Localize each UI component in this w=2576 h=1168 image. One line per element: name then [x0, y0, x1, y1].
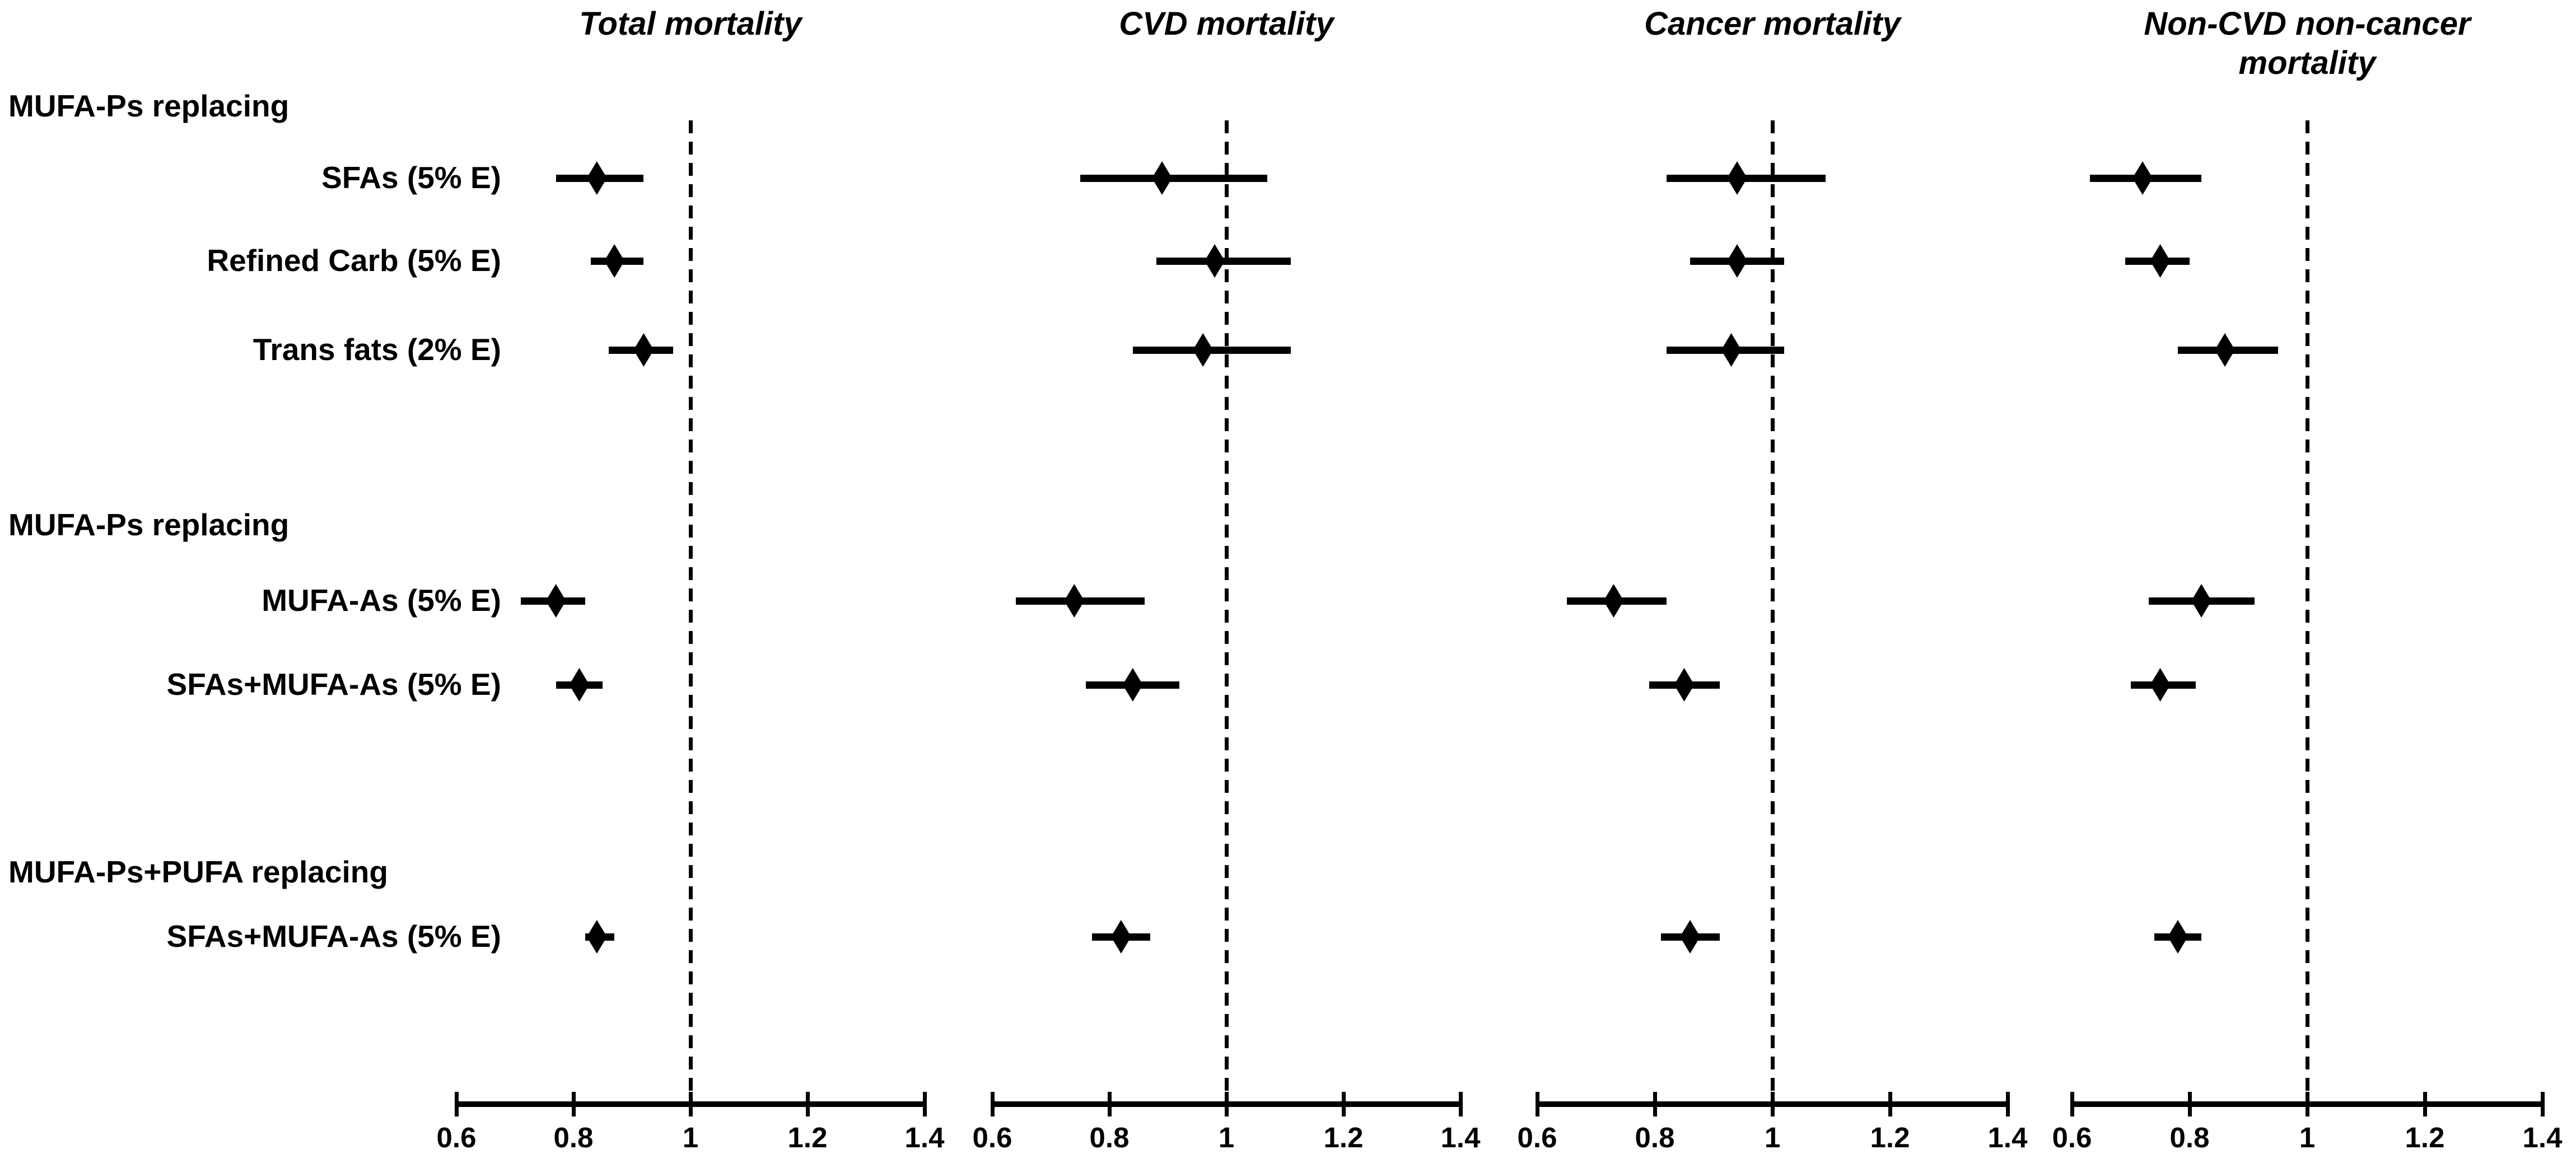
- row-label: SFAs (5% E): [321, 160, 501, 195]
- axis-tick: [2005, 1092, 2010, 1116]
- ci-line-cvd: [1080, 174, 1268, 182]
- axis-tick-label: 1.2: [1323, 1122, 1364, 1153]
- axis-tick-label: 1.4: [2522, 1122, 2563, 1153]
- point-estimate-marker-cancer: [1674, 668, 1695, 702]
- point-estimate-marker-cvd: [1064, 584, 1085, 618]
- panel-title-noncvd: Non-CVD non-cancer mortality: [2144, 6, 2471, 81]
- row-label: Trans fats (2% E): [253, 332, 501, 367]
- axis-tick-label: 1: [2299, 1122, 2316, 1153]
- group-header: MUFA-Ps+PUFA replacing: [8, 854, 388, 889]
- point-estimate-marker-cvd: [1122, 668, 1143, 702]
- reference-line-total: [688, 120, 693, 1104]
- point-estimate-marker-noncvd: [2150, 668, 2171, 702]
- point-estimate-marker-total: [633, 333, 654, 367]
- axis-tick: [922, 1092, 927, 1116]
- axis-tick: [990, 1092, 995, 1116]
- panel-title-cancer: Cancer mortality: [1644, 6, 1901, 42]
- group-header: MUFA-Ps replacing: [8, 507, 290, 542]
- axis-tick: [2423, 1092, 2427, 1116]
- reference-line-cancer: [1770, 120, 1775, 1104]
- point-estimate-marker-noncvd: [2168, 920, 2188, 954]
- point-estimate-marker-cancer: [1680, 920, 1700, 954]
- point-estimate-marker-cancer: [1727, 244, 1747, 278]
- axis-tick: [1458, 1092, 1463, 1116]
- axis-tick: [2187, 1092, 2192, 1116]
- axis-tick: [1535, 1092, 1539, 1116]
- axis-tick: [454, 1092, 459, 1116]
- axis-tick-label: 1.4: [1987, 1122, 2028, 1153]
- axis-tick-label: 1.4: [904, 1122, 945, 1153]
- point-estimate-marker-total: [569, 668, 590, 702]
- point-estimate-marker-cancer: [1603, 584, 1624, 618]
- point-estimate-marker-noncvd: [2191, 584, 2211, 618]
- panel-title-total: Total mortality: [579, 6, 802, 42]
- point-estimate-marker-cvd: [1205, 244, 1225, 278]
- axis-tick: [1107, 1092, 1112, 1116]
- row-label: SFAs+MUFA-As (5% E): [166, 919, 501, 954]
- reference-line-noncvd: [2305, 120, 2309, 1104]
- point-estimate-marker-cancer: [1721, 333, 1742, 367]
- axis-tick-label: 0.8: [1089, 1122, 1130, 1153]
- axis-tick-label: 0.8: [553, 1122, 594, 1153]
- axis-tick: [688, 1092, 693, 1116]
- row-label: MUFA-As (5% E): [262, 583, 501, 618]
- reference-line-cvd: [1224, 120, 1229, 1104]
- axis-tick-label: 1: [682, 1122, 699, 1153]
- point-estimate-marker-total: [586, 161, 607, 195]
- row-label: Refined Carb (5% E): [207, 243, 501, 278]
- axis-tick: [2305, 1092, 2309, 1116]
- point-estimate-marker-cancer: [1727, 161, 1747, 195]
- group-header: MUFA-Ps replacing: [8, 88, 290, 123]
- axis-tick: [571, 1092, 576, 1116]
- axis-tick-label: 0.6: [2052, 1122, 2092, 1153]
- point-estimate-marker-cvd: [1193, 333, 1214, 367]
- axis-tick-label: 0.8: [2169, 1122, 2210, 1153]
- axis-tick-label: 1.2: [1870, 1122, 1910, 1153]
- axis-tick-label: 0.6: [1517, 1122, 1557, 1153]
- point-estimate-marker-total: [545, 584, 566, 618]
- axis-tick-label: 1.4: [1440, 1122, 1481, 1153]
- axis-tick-label: 0.6: [972, 1122, 1012, 1153]
- axis-tick-label: 0.6: [436, 1122, 477, 1153]
- axis-tick: [1341, 1092, 1346, 1116]
- axis-tick: [1770, 1092, 1775, 1116]
- point-estimate-marker-cvd: [1152, 161, 1173, 195]
- point-estimate-marker-total: [604, 244, 625, 278]
- axis-tick: [2070, 1092, 2074, 1116]
- axis-tick: [2540, 1092, 2545, 1116]
- point-estimate-marker-cvd: [1110, 920, 1131, 954]
- axis-tick-label: 1.2: [787, 1122, 828, 1153]
- point-estimate-marker-noncvd: [2215, 333, 2235, 367]
- point-estimate-marker-noncvd: [2132, 161, 2153, 195]
- axis-tick-label: 1: [1764, 1122, 1781, 1153]
- axis-tick: [1224, 1092, 1229, 1116]
- axis-tick: [805, 1092, 810, 1116]
- axis-tick-label: 0.8: [1635, 1122, 1675, 1153]
- panel-title-cvd: CVD mortality: [1119, 6, 1334, 42]
- axis-tick-label: 1: [1218, 1122, 1235, 1153]
- point-estimate-marker-noncvd: [2150, 244, 2171, 278]
- axis-tick: [1653, 1092, 1657, 1116]
- axis-tick-label: 1.2: [2405, 1122, 2445, 1153]
- axis-tick: [1888, 1092, 1892, 1116]
- row-label: SFAs+MUFA-As (5% E): [166, 667, 501, 702]
- point-estimate-marker-total: [586, 920, 607, 954]
